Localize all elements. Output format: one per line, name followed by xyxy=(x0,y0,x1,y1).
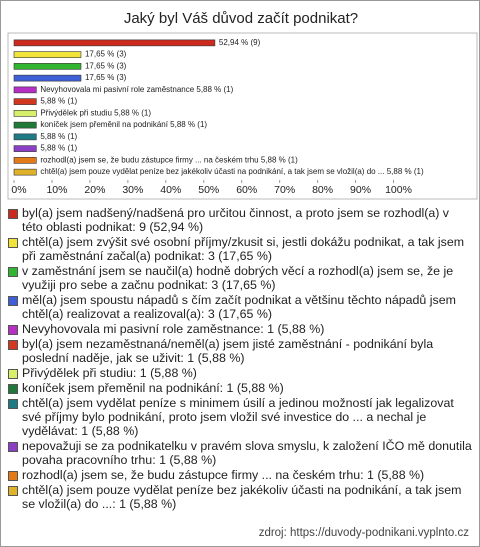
x-tick-label: 40% xyxy=(160,184,181,196)
legend-label: rozhodl(a) jsem se, že budu zástupce fir… xyxy=(22,468,425,482)
bar xyxy=(13,98,37,105)
legend-label: Nevyhovovala mi pasivní role zaměstnance… xyxy=(22,322,325,336)
legend-swatch xyxy=(8,369,18,379)
value-label: Přivýdělek při studiu 5,88 % (1) xyxy=(40,108,151,117)
legend-swatch xyxy=(8,238,18,248)
value-label: Nevyhovovala mi pasivní role zaměstnance… xyxy=(40,85,233,94)
bar xyxy=(13,157,37,164)
legend-label: chtěl(a) jsem vydělat peníze s minimem ú… xyxy=(22,396,454,438)
legend-item: byl(a) jsem nadšený/nadšená pro určitou … xyxy=(8,206,472,234)
value-label: 17,65 % (3) xyxy=(85,73,127,82)
legend-item: v zaměstnání jsem se naučil(a) hodně dob… xyxy=(8,264,472,292)
value-label: 5,88 % (1) xyxy=(40,144,77,153)
value-label: rozhodl(a) jsem se, že budu zástupce fir… xyxy=(40,155,298,164)
legend-item: Přivýdělek při studiu: 1 (5,88 %) xyxy=(8,366,472,380)
legend-swatch xyxy=(8,471,18,481)
legend-label: byl(a) jsem nezaměstnaná/neměl(a) jsem j… xyxy=(22,337,434,365)
x-tick-label: 20% xyxy=(84,184,105,196)
legend-swatch xyxy=(8,486,18,496)
legend-item: byl(a) jsem nezaměstnaná/neměl(a) jsem j… xyxy=(8,337,472,365)
bar xyxy=(13,110,37,117)
x-tick-label: 80% xyxy=(312,184,333,196)
legend-swatch xyxy=(8,340,18,350)
legend-swatch xyxy=(8,325,18,335)
value-label: koníček jsem přeměnil na podnikání 5,88 … xyxy=(40,120,207,129)
bar xyxy=(13,86,37,94)
x-tick-label: 70% xyxy=(274,184,295,196)
value-label: 17,65 % (3) xyxy=(85,61,127,70)
legend-item: chtěl(a) jsem vydělat peníze s minimem ú… xyxy=(8,396,472,438)
legend-swatch xyxy=(8,384,18,394)
x-tick-label: 60% xyxy=(236,184,257,196)
legend-label: koníček jsem přeměnil na podnikání: 1 (5… xyxy=(22,381,284,395)
x-tick-label: 30% xyxy=(122,184,143,196)
legend-item: měl(a) jsem spoustu nápadů s čím začít p… xyxy=(8,293,472,321)
legend-label: nepovažuji se za podnikatelku v pravém s… xyxy=(22,439,472,467)
legend-swatch xyxy=(8,209,18,219)
value-label: 5,88 % (1) xyxy=(40,132,77,141)
legend-label: Přivýdělek při studiu: 1 (5,88 %) xyxy=(22,366,197,380)
legend-item: nepovažuji se za podnikatelku v pravém s… xyxy=(8,439,472,467)
value-label: 17,65 % (3) xyxy=(85,50,127,59)
x-tick-label: 50% xyxy=(198,184,219,196)
legend-swatch xyxy=(8,267,18,277)
legend-item: chtěl(a) jsem pouze vydělat peníze bez j… xyxy=(8,483,472,511)
value-label: 52,94 % (9) xyxy=(219,38,261,47)
bar xyxy=(13,133,37,141)
legend-swatch xyxy=(8,399,18,409)
chart-title: Jaký byl Váš důvod začít podnikat? xyxy=(124,10,358,27)
legend-label: měl(a) jsem spoustu nápadů s čím začít p… xyxy=(22,293,456,321)
bar xyxy=(13,74,82,82)
x-tick-label: 0% xyxy=(11,184,26,196)
legend-swatch xyxy=(8,296,18,306)
plot-frame xyxy=(7,32,478,200)
legend-item: koníček jsem přeměnil na podnikání: 1 (5… xyxy=(8,381,472,395)
legend-label: v zaměstnání jsem se naučil(a) hodně dob… xyxy=(22,264,454,292)
chart: Jaký byl Váš důvod začít podnikat? 0% 10%… xyxy=(7,10,478,200)
bar xyxy=(13,168,37,176)
bar xyxy=(13,39,216,47)
legend-swatch xyxy=(8,442,18,452)
legend-item: rozhodl(a) jsem se, že budu zástupce fir… xyxy=(8,468,472,482)
value-label: 5,88 % (1) xyxy=(40,97,77,106)
legend-label: byl(a) jsem nadšený/nadšená pro určitou … xyxy=(22,206,449,234)
bar xyxy=(13,121,37,129)
legend-label: chtěl(a) jsem zvýšit své osobní příjmy/z… xyxy=(22,235,465,263)
source: zdroj: https://duvody-podnikani.vyplnto.… xyxy=(258,527,469,539)
x-tick-label: 100% xyxy=(385,184,412,196)
bar xyxy=(13,51,82,58)
legend-item: chtěl(a) jsem zvýšit své osobní příjmy/z… xyxy=(8,235,472,263)
legend-item: Nevyhovovala mi pasivní role zaměstnance… xyxy=(8,322,472,336)
legend: byl(a) jsem nadšený/nadšená pro určitou … xyxy=(8,206,472,512)
value-label: chtěl(a) jsem pouze vydělat peníze bez j… xyxy=(40,167,424,176)
legend-label: chtěl(a) jsem pouze vydělat peníze bez j… xyxy=(22,483,462,511)
bar xyxy=(13,145,37,152)
bar xyxy=(13,63,82,70)
x-tick-label: 10% xyxy=(46,184,67,196)
x-tick-label: 90% xyxy=(350,184,371,196)
